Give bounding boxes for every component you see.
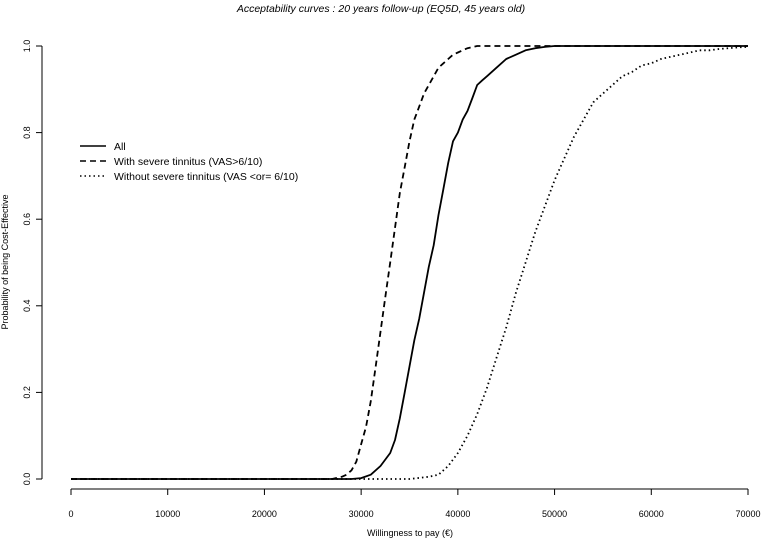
series-line-without-severe bbox=[71, 46, 749, 480]
legend-label-all: All bbox=[114, 141, 126, 153]
y-axis-label: Probability of being Cost-Effective bbox=[0, 195, 10, 330]
x-tick-label: 60000 bbox=[639, 509, 664, 519]
y-tick-label: 0.0 bbox=[22, 473, 32, 486]
plot-frame bbox=[42, 33, 762, 489]
x-ticks: 0 10000 20000 30000 40000 50000 60000 70000 bbox=[68, 489, 761, 519]
y-ticks: 0.0 0.2 0.4 0.6 0.8 1.0 bbox=[22, 40, 42, 486]
y-tick-label: 0.6 bbox=[22, 213, 32, 226]
x-tick-label: 40000 bbox=[445, 509, 470, 519]
legend-label-severe: With severe tinnitus (VAS>6/10) bbox=[114, 156, 262, 168]
y-tick-label: 0.4 bbox=[22, 300, 32, 313]
series-line-all bbox=[71, 45, 748, 480]
legend: All With severe tinnitus (VAS>6/10) With… bbox=[80, 141, 298, 183]
series-group bbox=[71, 45, 749, 480]
chart-title: Acceptability curves : 20 years follow-u… bbox=[236, 3, 525, 15]
x-tick-label: 20000 bbox=[252, 509, 277, 519]
x-axis-label: Willingness to pay (€) bbox=[367, 528, 453, 538]
series-line-severe bbox=[71, 45, 748, 480]
y-tick-label: 0.2 bbox=[22, 386, 32, 399]
y-tick-label: 0.8 bbox=[22, 126, 32, 139]
x-tick-label: 0 bbox=[68, 509, 73, 519]
x-tick-label: 30000 bbox=[349, 509, 374, 519]
x-tick-label: 70000 bbox=[735, 509, 760, 519]
x-tick-label: 50000 bbox=[542, 509, 567, 519]
legend-label-without-severe: Without severe tinnitus (VAS <or= 6/10) bbox=[114, 171, 298, 183]
x-tick-label: 10000 bbox=[155, 509, 180, 519]
y-tick-label: 1.0 bbox=[22, 40, 32, 53]
